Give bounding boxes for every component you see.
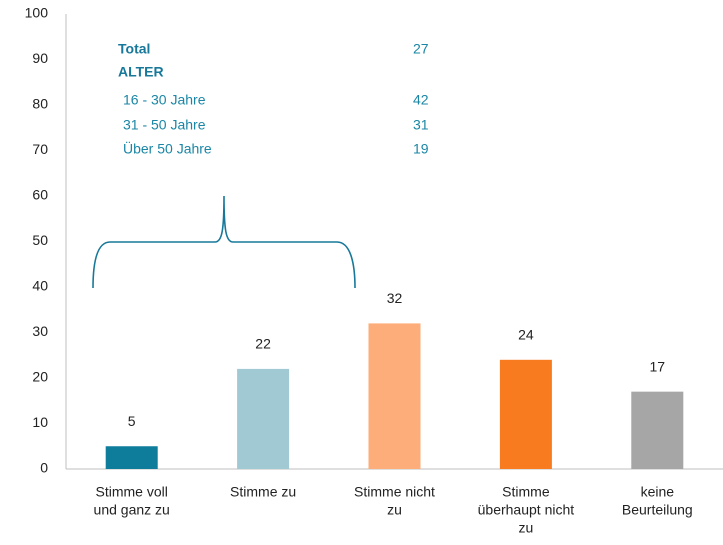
- annotation-label: 16 - 30 Jahre: [123, 92, 206, 108]
- y-tick-label: 100: [25, 5, 49, 21]
- annotation-label: Total: [118, 41, 150, 57]
- data-label: 32: [387, 290, 403, 306]
- x-tick-label: Stimme nicht: [354, 484, 435, 500]
- bar: [237, 368, 290, 469]
- data-label: 24: [518, 327, 534, 343]
- x-tick-label: Stimme zu: [230, 484, 296, 500]
- bar: [499, 359, 552, 469]
- bar: [368, 323, 421, 469]
- x-tick-label: Stimme voll: [96, 484, 168, 500]
- x-tick-label: zu: [519, 520, 534, 536]
- data-label: 22: [255, 336, 271, 352]
- annotation-value: 27: [413, 41, 429, 57]
- y-tick-label: 90: [32, 50, 48, 66]
- brace: [92, 195, 356, 289]
- x-tick-label: keine: [641, 484, 675, 500]
- data-label: 17: [650, 358, 666, 374]
- x-tick-label: und ganz zu: [94, 502, 170, 518]
- x-tick-label: Stimme: [502, 484, 550, 500]
- annotation-value: 19: [413, 141, 429, 157]
- annotation-value: 42: [413, 92, 429, 108]
- y-tick-label: 10: [32, 414, 48, 430]
- y-tick-label: 80: [32, 96, 48, 112]
- y-tick-label: 60: [32, 187, 48, 203]
- y-tick-label: 40: [32, 278, 48, 294]
- x-tick-label: zu: [387, 502, 402, 518]
- annotation-label: Über 50 Jahre: [123, 140, 212, 157]
- bar: [105, 446, 158, 469]
- annotation-label: ALTER: [118, 64, 164, 80]
- bar: [631, 391, 684, 469]
- y-tick-label: 20: [32, 369, 48, 385]
- data-label: 5: [128, 413, 136, 429]
- x-tick-label: überhaupt nicht: [478, 502, 575, 518]
- annotation-label: 31 - 50 Jahre: [123, 117, 206, 133]
- y-tick-label: 30: [32, 323, 48, 339]
- y-tick-label: 50: [32, 232, 48, 248]
- annotation-value: 31: [413, 117, 429, 133]
- y-tick-label: 70: [32, 141, 48, 157]
- y-tick-label: 0: [40, 460, 48, 476]
- x-tick-label: Beurteilung: [622, 502, 693, 518]
